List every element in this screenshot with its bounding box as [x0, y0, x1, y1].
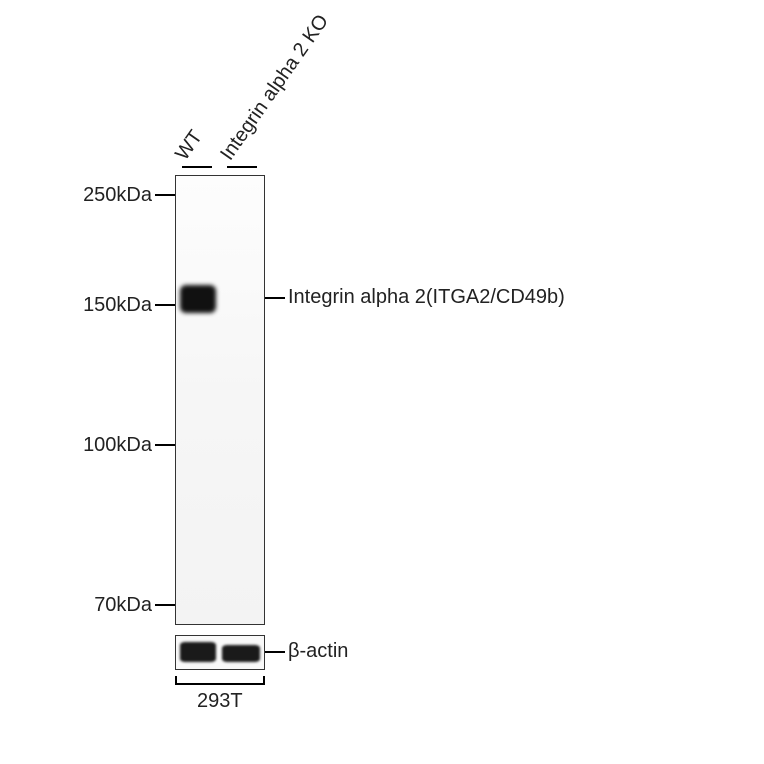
beta-actin-label-tick [265, 651, 285, 653]
main-blot [175, 175, 265, 625]
lane-top-bar-wt [182, 166, 212, 168]
sample-bracket [175, 683, 265, 685]
mw-label-70: 70kDa [94, 594, 152, 617]
sample-bracket-left [175, 676, 177, 684]
target-label: Integrin alpha 2(ITGA2/CD49b) [288, 286, 565, 309]
beta-actin-band-ko [222, 645, 260, 662]
target-label-tick [265, 297, 285, 299]
mw-tick-70 [155, 604, 175, 606]
mw-tick-100 [155, 444, 175, 446]
sample-bracket-right [263, 676, 265, 684]
lane-label-wt: WT [171, 126, 208, 165]
beta-actin-band-wt [180, 642, 216, 662]
lane-top-bar-ko [227, 166, 257, 168]
sample-label: 293T [197, 690, 243, 713]
mw-label-150: 150kDa [82, 294, 152, 317]
mw-label-100: 100kDa [82, 434, 152, 457]
figure-container: 250kDa 150kDa 100kDa 70kDa Integrin alph… [0, 0, 764, 764]
mw-tick-250 [155, 194, 175, 196]
beta-actin-label: β-actin [288, 640, 348, 663]
mw-label-250: 250kDa [82, 184, 152, 207]
mw-tick-150 [155, 304, 175, 306]
lane-label-ko: Integrin alpha 2 KO [216, 11, 334, 165]
band-integrin-wt [180, 285, 216, 313]
